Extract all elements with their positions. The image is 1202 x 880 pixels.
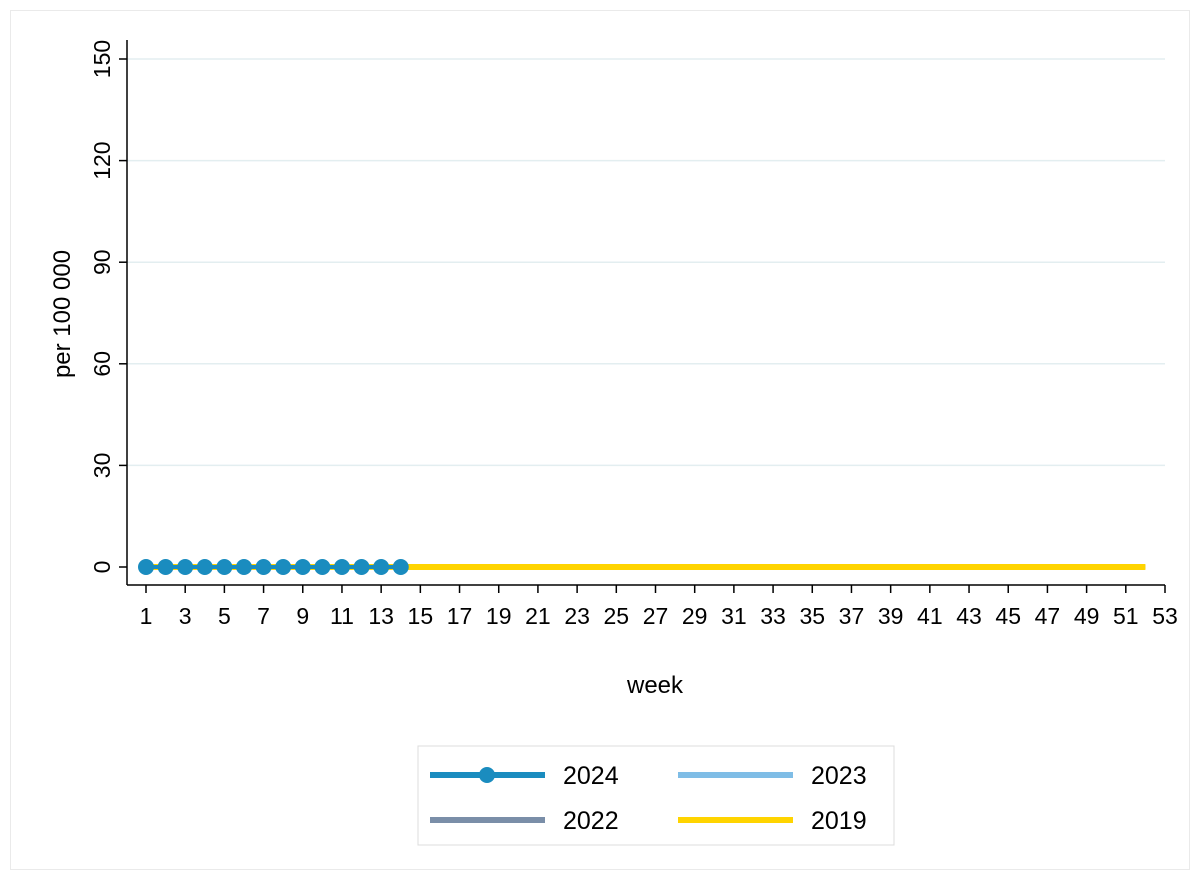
data-point-2024: [235, 559, 252, 575]
data-point-2024: [373, 559, 390, 575]
x-tick-label: 7: [257, 603, 270, 629]
x-ticks: 1 3 5 7 9 11 13 15 17 19 21 23 25 27 29 31 33 35 37 39 41 43 4…: [140, 585, 1178, 629]
x-tick-label: 43: [956, 603, 982, 629]
legend-item-2023: 2023: [678, 762, 867, 790]
y-ticks: 0 30 60 90 120 150: [89, 40, 127, 574]
legend-label: 2019: [811, 807, 867, 835]
legend-label: 2023: [811, 762, 867, 790]
x-axis-label: week: [626, 672, 684, 699]
x-tick-label: 45: [995, 603, 1021, 629]
gridlines: [127, 58, 1165, 467]
x-tick-label: 49: [1074, 603, 1100, 629]
x-tick-label: 33: [760, 603, 786, 629]
data-point-2024: [314, 559, 331, 575]
x-tick-label: 39: [878, 603, 904, 629]
y-tick-label: 30: [89, 453, 115, 479]
y-tick-label: 0: [89, 561, 115, 574]
axes: [126, 40, 1165, 586]
legend-label: 2022: [563, 807, 619, 835]
x-tick-label: 21: [525, 603, 551, 629]
x-tick-label: 27: [643, 603, 669, 629]
x-tick-label: 15: [408, 603, 434, 629]
x-tick-label: 17: [447, 603, 473, 629]
legend-marker: [479, 767, 495, 783]
x-tick-label: 19: [486, 603, 512, 629]
x-tick-label: 9: [296, 603, 309, 629]
x-tick-label: 13: [368, 603, 394, 629]
data-point-2024: [353, 559, 370, 575]
y-tick-label: 60: [89, 351, 115, 377]
x-tick-label: 29: [682, 603, 708, 629]
x-tick-label: 35: [799, 603, 825, 629]
x-tick-label: 53: [1152, 603, 1178, 629]
figure-frame: [10, 10, 1190, 870]
y-tick-label: 150: [89, 40, 115, 78]
legend: 2024 2023 2022 2019: [417, 745, 895, 846]
data-point-2024: [294, 559, 311, 575]
data-point-2024: [157, 559, 174, 575]
x-tick-label: 31: [721, 603, 747, 629]
legend-item-2022: 2022: [430, 807, 619, 835]
y-axis-label: per 100 000: [49, 250, 76, 378]
x-tick-label: 25: [604, 603, 630, 629]
y-tick-label: 90: [89, 249, 115, 275]
x-tick-label: 1: [140, 603, 153, 629]
x-tick-label: 51: [1113, 603, 1139, 629]
legend-box: [417, 745, 895, 846]
legend-label: 2024: [563, 762, 619, 790]
x-tick-label: 41: [917, 603, 943, 629]
x-tick-label: 11: [330, 603, 354, 629]
y-tick-label: 120: [89, 141, 115, 179]
x-tick-label: 23: [564, 603, 590, 629]
legend-item-2024: 2024: [430, 762, 619, 790]
data-point-2024: [392, 559, 409, 575]
data-point-2024: [138, 559, 154, 575]
data-point-2024: [275, 559, 292, 575]
series: [138, 559, 1146, 575]
legend-item-2019: 2019: [678, 807, 867, 835]
x-tick-label: 3: [179, 603, 192, 629]
data-point-2024: [177, 559, 194, 575]
data-point-2024: [333, 559, 350, 575]
data-point-2024: [196, 559, 213, 575]
data-point-2024: [216, 559, 233, 575]
data-point-2024: [255, 559, 272, 575]
x-tick-label: 37: [839, 603, 865, 629]
x-tick-label: 47: [1035, 603, 1061, 629]
x-tick-label: 5: [218, 603, 231, 629]
